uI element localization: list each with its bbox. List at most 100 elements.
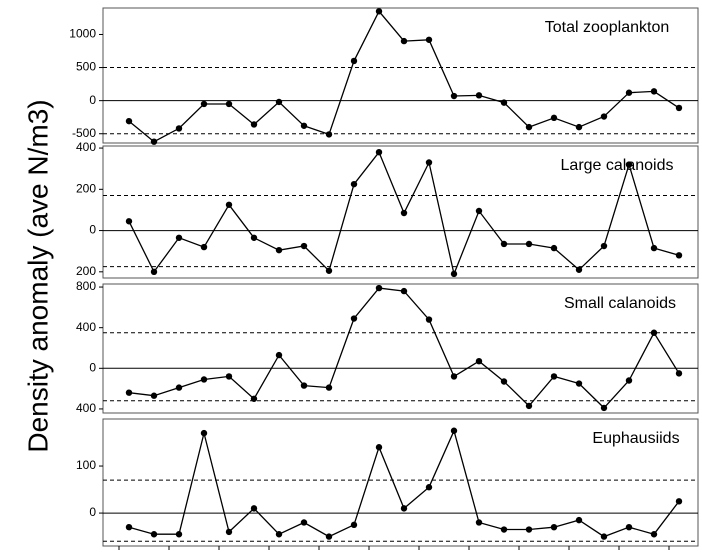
data-point [400,287,408,295]
data-point [350,180,358,188]
panel-frame [102,418,699,547]
data-point [550,523,558,531]
data-point [500,240,508,248]
data-point [125,389,133,396]
data-point [625,523,633,531]
y-tick-label: 1000 [69,27,96,41]
data-point [125,218,133,225]
data-point [525,402,533,410]
data-point [275,531,283,538]
y-tick-label: 0 [89,223,96,237]
data-point [300,519,308,526]
data-point [675,104,683,112]
data-point [500,99,508,106]
data-point [200,429,208,437]
data-point [600,242,608,250]
data-point [250,505,258,512]
data-point [225,201,233,208]
data-point [525,123,533,131]
y-tick-label: -500 [72,126,96,140]
data-point [325,533,333,540]
y-tick-label: 800 [76,279,96,293]
data-point [400,209,408,217]
data-point [625,161,633,168]
y-tick-label: 400 [76,320,96,334]
data-point [350,315,358,322]
data-point [625,377,633,384]
y-tick-label: 0 [89,360,96,374]
panel-title: Small calanoids [564,295,676,312]
data-point [375,284,383,292]
data-point [375,148,383,156]
data-point [150,392,158,399]
data-point [475,207,483,215]
data-point [300,242,308,250]
data-point [225,100,233,108]
data-point [650,531,658,538]
data-point [175,531,183,538]
data-point [475,519,483,526]
data-point [575,123,583,131]
data-point [275,351,283,359]
panel-2: 400 200 0 200 Large calanoids [76,140,699,279]
panel-1: 1000 500 0 -500 Total zooplankton [69,7,699,145]
data-point [200,376,208,383]
data-point [225,528,233,536]
data-point [125,117,133,125]
data-point [150,138,158,145]
panel-3: 800 400 0 400 Small calanoids [76,279,699,415]
data-point [550,244,558,252]
data-point [425,484,433,491]
data-point [650,329,658,336]
data-point [200,100,208,108]
data-point [175,234,183,241]
data-point [325,384,333,391]
data-point [525,526,533,533]
data-point [275,98,283,106]
data-point [600,533,608,540]
data-point [375,8,383,15]
y-tick-label: 100 [76,458,96,472]
data-point [150,531,158,538]
data-point [425,316,433,323]
data-point [400,505,408,512]
data-point [300,382,308,389]
data-point [250,395,258,402]
data-point [500,378,508,385]
data-point [250,121,258,128]
y-tick-label: 200 [76,181,96,195]
data-point [675,252,683,259]
data-point [325,267,333,274]
data-point [625,89,633,96]
data-point [350,521,358,529]
data-point [275,246,283,254]
data-point [475,357,483,365]
data-point [375,444,383,451]
data-point [450,270,458,278]
data-point [575,266,583,273]
y-tick-label: 400 [76,401,96,415]
data-point [600,404,608,412]
data-point [450,92,458,100]
panel-frame [102,283,699,414]
data-point [600,113,608,120]
data-point [575,516,583,524]
data-point [425,36,433,43]
y-tick-label: 0 [89,93,96,107]
y-tick-label: 400 [76,140,96,154]
data-point [175,125,183,132]
data-point [550,373,558,380]
data-point [550,114,558,122]
data-point [575,380,583,387]
data-point [300,122,308,129]
y-tick-label: 500 [76,60,96,74]
data-point [525,240,533,248]
data-point [650,88,658,95]
panel-frame [102,145,699,279]
data-point [475,92,483,99]
panel-frame [102,7,699,144]
data-point [150,268,158,276]
data-point [225,373,233,380]
